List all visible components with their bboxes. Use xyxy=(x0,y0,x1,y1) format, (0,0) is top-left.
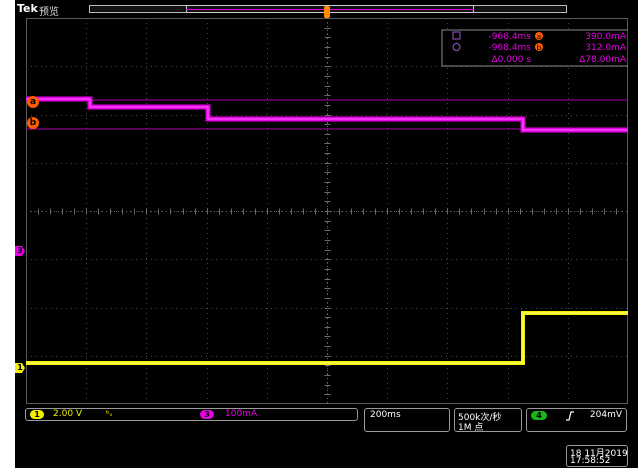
cursor-square-icon xyxy=(452,31,461,40)
date-display: 18 11月2019 xyxy=(570,449,628,459)
ch3-scale: 100mA xyxy=(225,409,258,419)
cursor-row2-value: 312.0mA xyxy=(585,43,627,53)
cursor-delta-value: Δ78.00mA xyxy=(579,55,627,65)
brand-logo: Tek xyxy=(17,2,38,15)
trigger-source-label: 4 xyxy=(536,411,542,420)
ch3-badge-label: 3 xyxy=(204,410,210,419)
oscilloscope-screen: Tek 预览 xyxy=(15,0,638,468)
timebase-box[interactable]: 200ms xyxy=(364,408,450,432)
cursor-circle-icon xyxy=(452,43,461,51)
cursor-a-marker-label: a xyxy=(29,97,37,107)
cursor-b-marker[interactable]: b xyxy=(27,117,39,129)
rising-edge-icon xyxy=(566,411,574,421)
cursor-b-marker-label: b xyxy=(29,118,37,128)
timebase-value: 200ms xyxy=(370,410,401,420)
datetime-box: 18 11月2019 17:58:52 xyxy=(566,445,628,467)
grid-border xyxy=(26,18,628,404)
trigger-level: 204mV xyxy=(589,410,622,420)
sample-rate: 500k次/秒 xyxy=(458,413,502,423)
ch3-current-trace xyxy=(26,96,628,133)
time-display: 17:58:52 xyxy=(570,456,611,466)
status-bar: 1 2.00 V ᵇᵥ 3 100mA 200ms 500k次/秒 1M 点 4 xyxy=(15,404,638,468)
ch3-ground-marker-label: 3 xyxy=(17,246,23,255)
top-bar: Tek 预览 xyxy=(15,0,638,18)
ch1-scale: 2.00 V xyxy=(53,409,83,419)
ch3-badge[interactable]: 3 xyxy=(200,410,214,419)
record-length: 1M 点 xyxy=(458,423,484,433)
cursor-row1-time: -968.4ms xyxy=(489,32,532,42)
ch1-ground-marker-label: 1 xyxy=(17,363,23,372)
ch1-voltage-trace xyxy=(26,311,628,365)
cursor-a-badge-small-label: a xyxy=(537,33,541,41)
trigger-box[interactable]: 4 204mV xyxy=(526,408,627,432)
channel-settings-box[interactable]: 1 2.00 V ᵇᵥ 3 100mA xyxy=(25,408,358,421)
acquisition-box[interactable]: 500k次/秒 1M 点 xyxy=(454,408,522,433)
ch1-bandwidth-limit-icon: ᵇᵥ xyxy=(106,409,113,418)
ch1-badge[interactable]: 1 xyxy=(30,410,44,419)
ch3-ground-marker[interactable]: 3 xyxy=(15,246,25,256)
cursor-readout-box: -968.4ms a 390.0mA -968.4ms b 312.0mA Δ0… xyxy=(441,29,628,67)
cursor-delta-time: Δ0.000 s xyxy=(492,55,532,65)
graticule xyxy=(26,18,628,404)
trigger-position-icon[interactable] xyxy=(324,6,330,18)
cursor-row1-value: 390.0mA xyxy=(585,32,627,42)
record-window-line xyxy=(186,9,474,10)
acquisition-mode: 预览 xyxy=(39,7,59,18)
cursor-a-marker[interactable]: a xyxy=(27,96,39,108)
cursor-b-badge-small xyxy=(535,43,543,51)
ch1-ground-marker[interactable]: 1 xyxy=(15,363,25,373)
cursor-b-badge-small-label: b xyxy=(537,44,542,52)
cursor-a-badge-small xyxy=(535,32,543,40)
ch1-badge-label: 1 xyxy=(34,410,40,419)
trigger-source-badge[interactable]: 4 xyxy=(531,411,547,420)
cursor-row2-time: -968.4ms xyxy=(489,43,532,53)
waveform-display[interactable]: -968.4ms a 390.0mA -968.4ms b 312.0mA Δ0… xyxy=(26,18,628,404)
